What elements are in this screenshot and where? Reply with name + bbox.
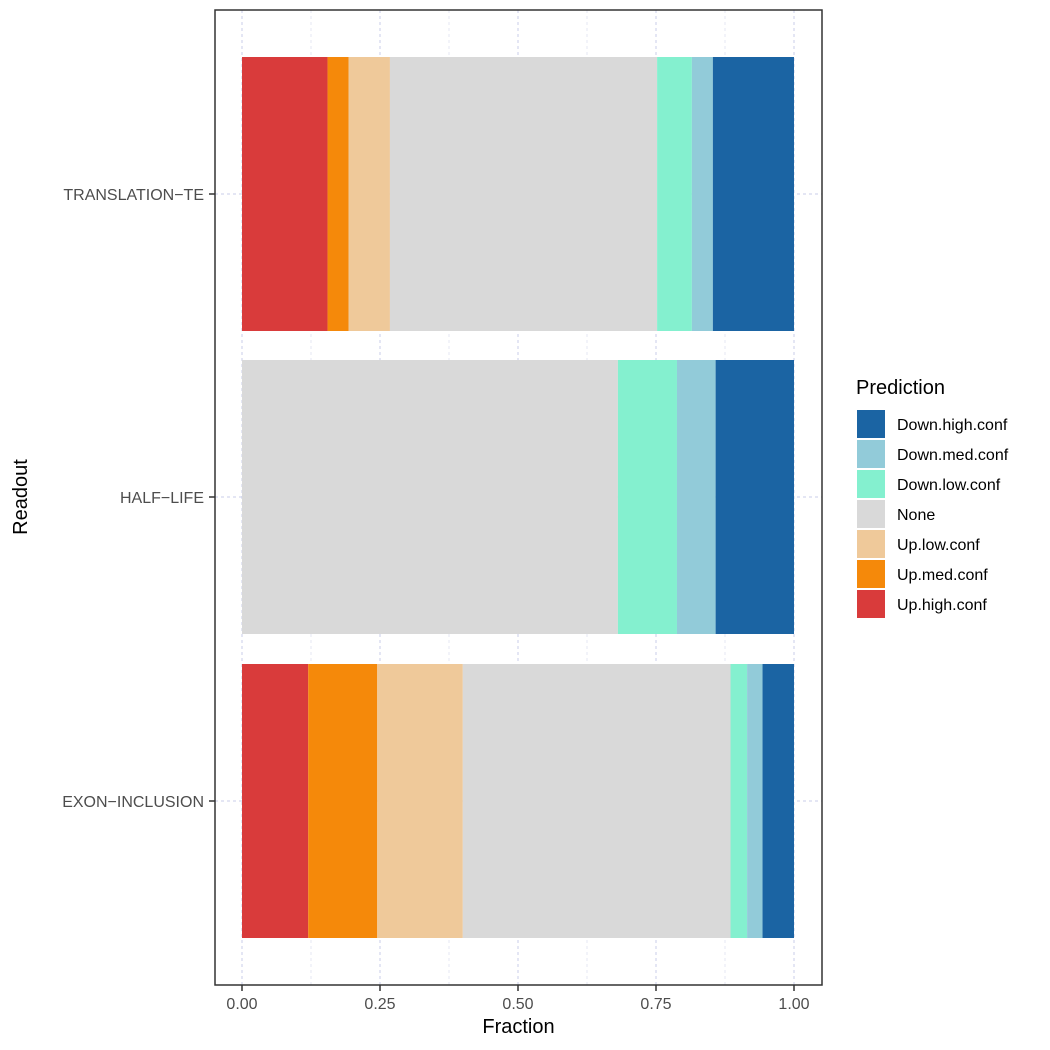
legend-swatch	[857, 410, 885, 438]
legend: Prediction Down.high.conf Down.med.conf Do…	[856, 377, 1009, 618]
bars-layer	[242, 57, 794, 938]
y-tick-label: EXON−INCLUSION	[62, 794, 204, 811]
x-tick-label: 0.25	[364, 996, 395, 1013]
legend-label: Down.med.conf	[897, 447, 1009, 464]
bar-segment	[462, 664, 731, 938]
x-tick-label: 1.00	[778, 996, 809, 1013]
legend-title: Prediction	[856, 377, 945, 399]
legend-label: Up.med.conf	[897, 567, 988, 584]
bar-segment	[676, 360, 716, 634]
y-tick-label: TRANSLATION−TE	[63, 187, 204, 204]
x-tick-label: 0.50	[502, 996, 533, 1013]
bar-segment	[730, 664, 748, 938]
bar-segment	[712, 57, 794, 331]
legend-swatch	[857, 530, 885, 558]
y-axis-title: Readout	[10, 459, 32, 535]
bar-segment	[308, 664, 378, 938]
x-tick-label: 0.75	[640, 996, 671, 1013]
legend-swatch	[857, 500, 885, 528]
legend-label: None	[897, 507, 935, 524]
legend-label: Down.low.conf	[897, 477, 1001, 494]
bar-segment	[617, 360, 677, 634]
bar-segment	[715, 360, 794, 634]
bar-segment	[691, 57, 713, 331]
bar-segment	[389, 57, 658, 331]
bar-segment	[348, 57, 390, 331]
bar-segment	[657, 57, 692, 331]
bar-segment	[747, 664, 763, 938]
bar-segment	[242, 360, 618, 634]
legend-swatch	[857, 440, 885, 468]
bar-segment	[242, 57, 328, 331]
x-axis-title: Fraction	[482, 1016, 554, 1038]
y-tick-label: HALF−LIFE	[120, 490, 204, 507]
x-tick-label: 0.00	[226, 996, 257, 1013]
legend-label: Up.high.conf	[897, 597, 987, 614]
axes-layer: 0.00 0.25 0.50 0.75 1.00 TRANSLATION−TE HALF−L…	[62, 187, 809, 1013]
legend-swatch	[857, 560, 885, 588]
legend-swatch	[857, 470, 885, 498]
legend-label: Up.low.conf	[897, 537, 980, 554]
legend-label: Down.high.conf	[897, 417, 1008, 434]
bar-segment	[242, 664, 309, 938]
bar-segment	[762, 664, 794, 938]
bar-segment	[377, 664, 463, 938]
legend-swatch	[857, 590, 885, 618]
bar-segment	[327, 57, 349, 331]
